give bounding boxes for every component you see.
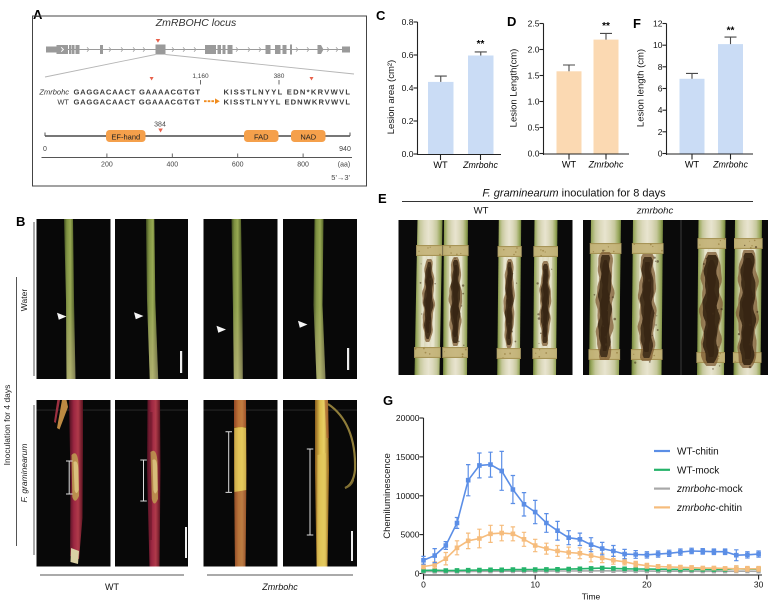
svg-text:Zmrbohc: Zmrbohc (712, 160, 748, 170)
svg-text:WT: WT (474, 206, 489, 217)
svg-text:Zmrbohc: Zmrbohc (261, 582, 298, 592)
svg-text:12: 12 (653, 19, 663, 29)
svg-text:6: 6 (658, 84, 663, 94)
svg-text:NAD: NAD (300, 133, 316, 142)
svg-text:1.5: 1.5 (528, 71, 540, 81)
svg-text:E: E (378, 191, 387, 206)
svg-text:zmrbohc: zmrbohc (636, 206, 674, 217)
svg-text:WT: WT (433, 160, 448, 170)
svg-text:380: 380 (274, 73, 285, 80)
svg-text:10000: 10000 (396, 491, 420, 501)
svg-text:2.5: 2.5 (528, 19, 540, 29)
svg-text:5'→3': 5'→3' (331, 173, 350, 182)
svg-text:10: 10 (653, 40, 663, 50)
svg-text:**: ** (727, 26, 735, 37)
svg-text:20: 20 (642, 580, 652, 590)
svg-text:zmrbohc-chitin: zmrbohc-chitin (676, 503, 742, 514)
svg-text:WT: WT (562, 160, 577, 170)
svg-text:Zmrbohc: Zmrbohc (588, 160, 624, 170)
svg-text:940: 940 (339, 146, 351, 153)
svg-text:384: 384 (154, 122, 166, 129)
svg-text:B: B (16, 214, 25, 229)
svg-text:Lesion length (cm): Lesion length (cm) (636, 49, 647, 127)
svg-text:10: 10 (530, 580, 540, 590)
svg-text:F: F (633, 16, 641, 31)
svg-text:GAGGACAACT GAAAACGTGT: GAGGACAACT GAAAACGTGT (74, 88, 201, 97)
svg-text:C: C (376, 8, 386, 23)
svg-text:ZmRBOHC locus: ZmRBOHC locus (155, 17, 237, 29)
svg-text:0: 0 (421, 580, 426, 590)
svg-text:15000: 15000 (396, 452, 420, 462)
svg-text:D: D (507, 14, 516, 29)
svg-text:KISSTLNYYL EDN*KRVWVL: KISSTLNYYL EDN*KRVWVL (224, 88, 351, 97)
svg-text:400: 400 (166, 162, 178, 169)
svg-text:**: ** (477, 39, 485, 50)
svg-text:KISSTLNYYL EDNWKRVWVL: KISSTLNYYL EDNWKRVWVL (224, 97, 351, 106)
svg-text:WT-mock: WT-mock (677, 465, 720, 476)
svg-text:WT: WT (57, 97, 69, 106)
svg-text:800: 800 (297, 162, 309, 169)
svg-text:600: 600 (232, 162, 244, 169)
svg-text:WT-chitin: WT-chitin (677, 447, 719, 458)
svg-text:1.0: 1.0 (528, 97, 540, 107)
svg-text:zmrbohc-mock: zmrbohc-mock (676, 484, 744, 495)
svg-text:0.0: 0.0 (402, 149, 414, 159)
svg-text:30: 30 (754, 580, 764, 590)
svg-text:(aa): (aa) (338, 162, 350, 169)
svg-text:F. graminearum: F. graminearum (19, 444, 29, 503)
svg-text:GAGGACAACT GGAAACGTGT: GAGGACAACT GGAAACGTGT (74, 97, 201, 106)
svg-text:0.2: 0.2 (402, 116, 414, 126)
svg-text:F. graminearum inoculation for: F. graminearum inoculation for 8 days (482, 188, 666, 200)
svg-text:Lesion area (cm²): Lesion area (cm²) (386, 60, 397, 134)
svg-text:2: 2 (658, 127, 663, 137)
svg-text:0.8: 0.8 (402, 17, 414, 27)
svg-text:G: G (383, 393, 393, 408)
svg-text:0.5: 0.5 (528, 123, 540, 133)
svg-text:Inoculation for 4 days: Inoculation for 4 days (2, 385, 12, 466)
svg-text:1,160: 1,160 (192, 73, 209, 80)
svg-text:0: 0 (658, 149, 663, 159)
svg-text:EF-hand: EF-hand (111, 133, 140, 142)
svg-text:5000: 5000 (401, 530, 420, 540)
svg-text:Zmrbohc: Zmrbohc (38, 88, 69, 97)
svg-text:FAD: FAD (254, 133, 269, 142)
svg-text:8: 8 (658, 62, 663, 72)
svg-text:0.4: 0.4 (402, 83, 414, 93)
svg-text:WT: WT (105, 582, 119, 592)
svg-text:**: ** (602, 21, 610, 32)
svg-text:Zmrbohc: Zmrbohc (462, 160, 498, 170)
svg-text:Chemiluminescence: Chemiluminescence (382, 453, 393, 539)
svg-text:Time: Time (582, 592, 601, 602)
svg-text:0: 0 (43, 146, 47, 153)
svg-text:Water: Water (19, 289, 29, 312)
svg-text:4: 4 (658, 105, 663, 115)
svg-text:0.0: 0.0 (528, 149, 540, 159)
svg-text:Lesion Length(cm): Lesion Length(cm) (509, 49, 520, 128)
svg-text:200: 200 (101, 162, 113, 169)
svg-text:2.0: 2.0 (528, 45, 540, 55)
svg-text:0.6: 0.6 (402, 50, 414, 60)
svg-text:A: A (33, 7, 43, 22)
svg-text:20000: 20000 (396, 413, 420, 423)
svg-text:WT: WT (685, 160, 700, 170)
svg-text:0: 0 (415, 569, 420, 579)
